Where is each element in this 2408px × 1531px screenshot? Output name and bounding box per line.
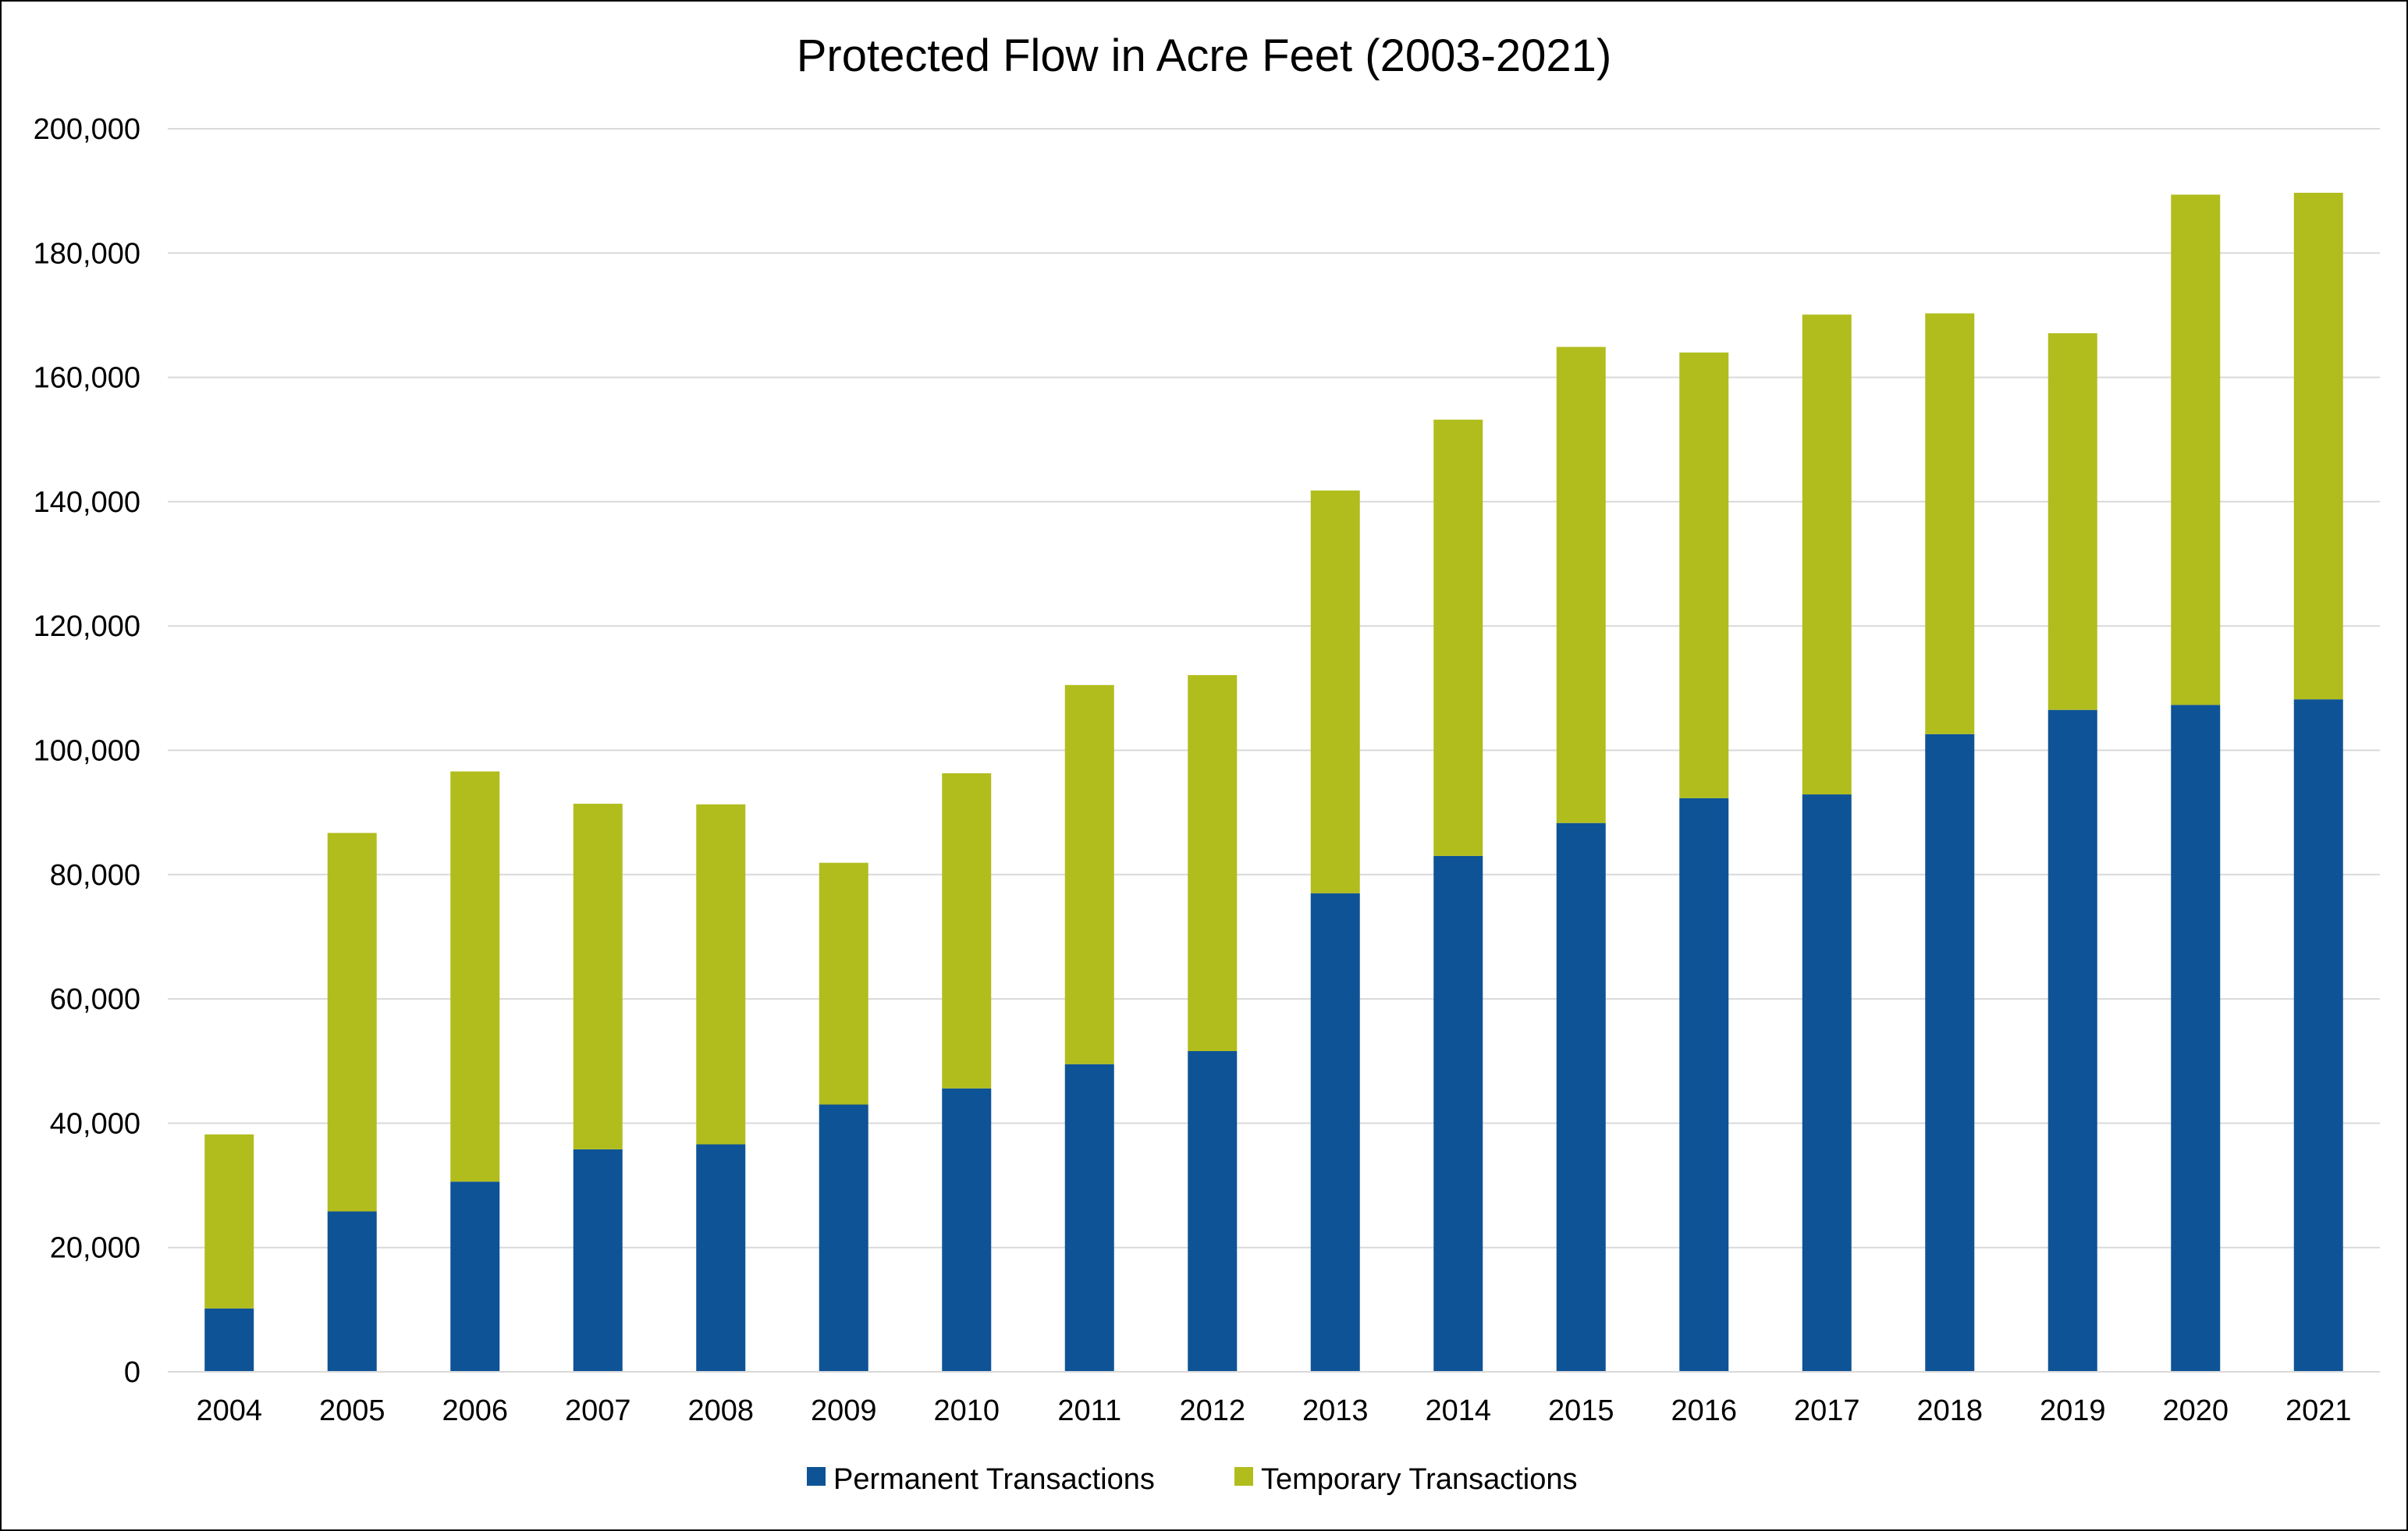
legend-swatch-temporary (1234, 1467, 1253, 1486)
x-tick-label: 2021 (2285, 1394, 2352, 1427)
x-tick-label: 2009 (811, 1394, 877, 1427)
bar-temporary-2010 (942, 773, 992, 1089)
x-tick-label: 2006 (442, 1394, 508, 1427)
bar-permanent-2016 (1679, 797, 1729, 1372)
y-tick-label: 60,000 (50, 983, 140, 1016)
bar-permanent-2014 (1433, 855, 1483, 1372)
x-tick-label: 2017 (1794, 1394, 1860, 1427)
bar-temporary-2015 (1556, 346, 1606, 823)
x-tick-label: 2005 (319, 1394, 385, 1427)
y-axis-tick-labels: 0 20,000 40,000 60,000 80,000 100,000 120,000 1… (34, 113, 140, 1389)
legend-label-temporary: Temporary Transactions (1261, 1463, 1578, 1496)
bar-temporary-2012 (1188, 675, 1238, 1052)
bar-temporary-2008 (696, 804, 746, 1145)
grid-lines (168, 128, 2380, 1249)
y-tick-label: 80,000 (50, 859, 140, 892)
bar-permanent-2018 (1925, 734, 1975, 1372)
bar-temporary-2013 (1310, 490, 1360, 893)
bar-temporary-2016 (1679, 352, 1729, 798)
bar-temporary-2020 (2171, 194, 2221, 705)
bar-temporary-2014 (1433, 419, 1483, 856)
bar-permanent-2010 (942, 1088, 992, 1372)
bar-permanent-2006 (450, 1181, 500, 1372)
bar-permanent-2009 (819, 1104, 868, 1372)
y-tick-label: 0 (124, 1356, 140, 1389)
bars (204, 193, 2343, 1372)
y-tick-label: 140,000 (34, 486, 140, 519)
bar-temporary-2018 (1925, 313, 1975, 734)
bar-temporary-2011 (1064, 684, 1114, 1064)
x-tick-label: 2016 (1671, 1394, 1737, 1427)
legend-swatch-permanent (807, 1467, 826, 1486)
x-tick-label: 2007 (565, 1394, 631, 1427)
bar-permanent-2017 (1802, 794, 1852, 1372)
bar-permanent-2004 (204, 1308, 254, 1372)
x-tick-label: 2019 (2040, 1394, 2106, 1427)
bar-temporary-2007 (573, 803, 623, 1149)
bar-temporary-2009 (819, 862, 868, 1105)
y-tick-label: 20,000 (50, 1232, 140, 1265)
y-tick-label: 40,000 (50, 1107, 140, 1140)
y-tick-label: 180,000 (34, 237, 140, 270)
bar-permanent-2019 (2048, 709, 2097, 1372)
x-tick-label: 2008 (687, 1394, 754, 1427)
bar-temporary-2005 (327, 833, 377, 1212)
bar-temporary-2006 (450, 771, 500, 1182)
bar-permanent-2005 (327, 1211, 377, 1372)
legend: Permanent Transactions Temporary Transact… (807, 1463, 1578, 1496)
x-tick-label: 2004 (196, 1394, 262, 1427)
bar-permanent-2007 (573, 1149, 623, 1372)
bar-permanent-2020 (2171, 705, 2221, 1372)
y-tick-label: 200,000 (34, 113, 140, 146)
bar-permanent-2012 (1188, 1051, 1238, 1372)
x-tick-label: 2011 (1057, 1394, 1121, 1427)
legend-label-permanent: Permanent Transactions (833, 1463, 1155, 1496)
y-tick-label: 160,000 (34, 362, 140, 395)
bar-permanent-2011 (1064, 1064, 1114, 1372)
bar-temporary-2004 (204, 1134, 254, 1309)
bar-permanent-2015 (1556, 822, 1606, 1372)
y-tick-label: 100,000 (34, 735, 140, 768)
x-tick-label: 2010 (933, 1394, 1000, 1427)
x-tick-label: 2018 (1916, 1394, 1983, 1427)
bar-permanent-2013 (1310, 893, 1360, 1372)
bar-temporary-2021 (2293, 193, 2343, 700)
bar-temporary-2019 (2048, 333, 2097, 710)
chart-title: Protected Flow in Acre Feet (2003-2021) (797, 30, 1612, 81)
x-tick-label: 2012 (1179, 1394, 1245, 1427)
bar-temporary-2017 (1802, 314, 1852, 795)
x-tick-label: 2020 (2162, 1394, 2229, 1427)
x-axis-tick-labels: 2004 2005 2006 2007 2008 2009 2010 2011 2012 2013… (196, 1394, 2351, 1427)
bar-permanent-2008 (696, 1144, 746, 1372)
x-tick-label: 2014 (1425, 1394, 1491, 1427)
y-tick-label: 120,000 (34, 610, 140, 643)
x-tick-label: 2013 (1302, 1394, 1369, 1427)
bar-permanent-2021 (2293, 699, 2343, 1372)
x-tick-label: 2015 (1548, 1394, 1614, 1427)
